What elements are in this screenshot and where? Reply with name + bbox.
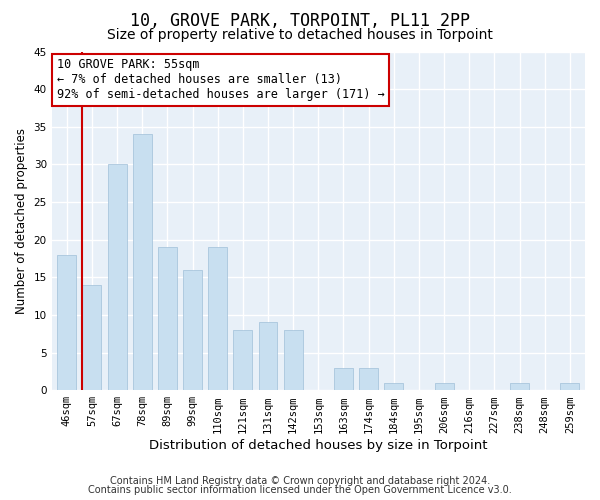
Bar bbox=[334, 368, 353, 390]
Bar bbox=[259, 322, 277, 390]
Y-axis label: Number of detached properties: Number of detached properties bbox=[15, 128, 28, 314]
Bar bbox=[58, 254, 76, 390]
X-axis label: Distribution of detached houses by size in Torpoint: Distribution of detached houses by size … bbox=[149, 440, 488, 452]
Text: Size of property relative to detached houses in Torpoint: Size of property relative to detached ho… bbox=[107, 28, 493, 42]
Bar bbox=[183, 270, 202, 390]
Bar bbox=[359, 368, 378, 390]
Bar bbox=[560, 382, 580, 390]
Bar bbox=[107, 164, 127, 390]
Bar bbox=[133, 134, 152, 390]
Bar bbox=[233, 330, 252, 390]
Text: 10, GROVE PARK, TORPOINT, PL11 2PP: 10, GROVE PARK, TORPOINT, PL11 2PP bbox=[130, 12, 470, 30]
Bar bbox=[434, 382, 454, 390]
Text: Contains HM Land Registry data © Crown copyright and database right 2024.: Contains HM Land Registry data © Crown c… bbox=[110, 476, 490, 486]
Text: Contains public sector information licensed under the Open Government Licence v3: Contains public sector information licen… bbox=[88, 485, 512, 495]
Bar bbox=[284, 330, 302, 390]
Bar bbox=[82, 285, 101, 390]
Bar bbox=[385, 382, 403, 390]
Bar bbox=[208, 247, 227, 390]
Text: 10 GROVE PARK: 55sqm
← 7% of detached houses are smaller (13)
92% of semi-detach: 10 GROVE PARK: 55sqm ← 7% of detached ho… bbox=[57, 58, 385, 102]
Bar bbox=[158, 247, 177, 390]
Bar bbox=[510, 382, 529, 390]
